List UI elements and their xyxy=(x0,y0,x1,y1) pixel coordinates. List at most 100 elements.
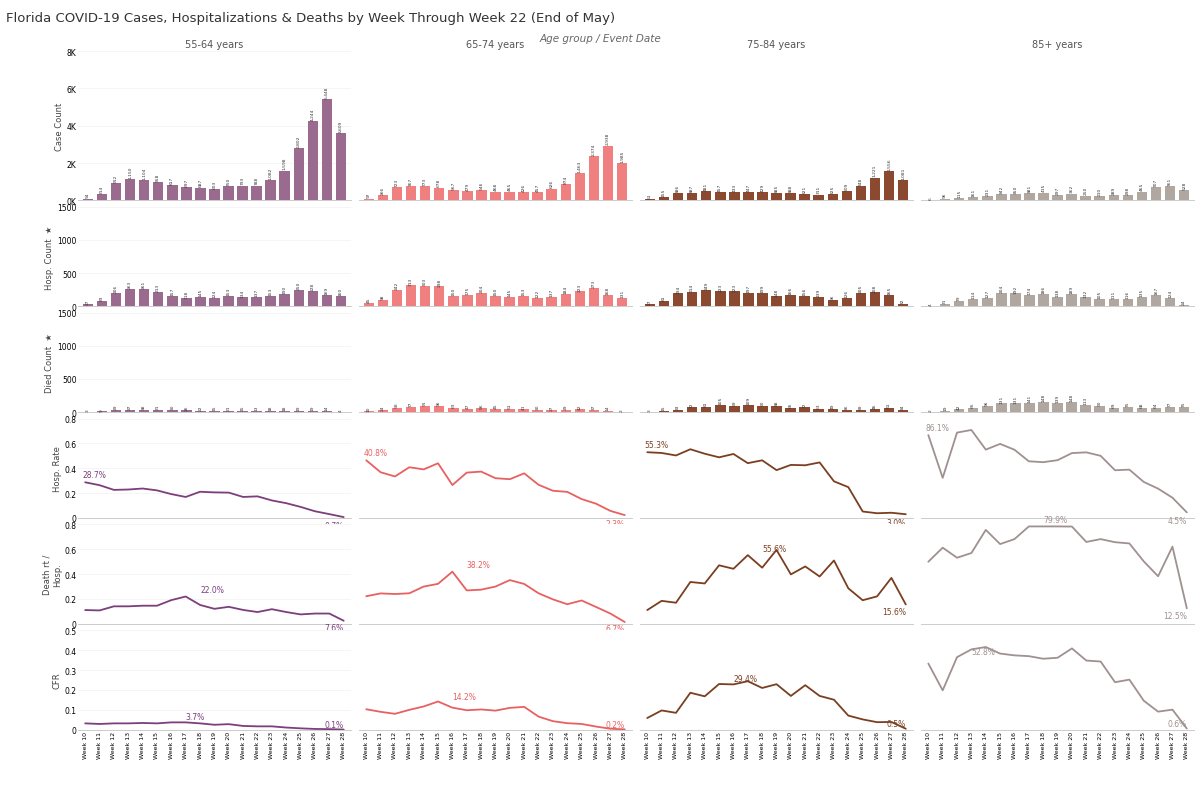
Bar xyxy=(1094,197,1105,201)
Text: 3,609: 3,609 xyxy=(340,120,343,132)
Text: 72: 72 xyxy=(690,402,694,407)
Text: 38: 38 xyxy=(142,403,146,409)
Text: 30: 30 xyxy=(170,404,174,410)
Bar xyxy=(686,194,697,201)
Bar xyxy=(518,297,529,307)
Text: 132: 132 xyxy=(1084,289,1087,298)
Text: 626: 626 xyxy=(550,180,553,188)
Text: 139: 139 xyxy=(817,289,821,297)
Bar xyxy=(673,411,683,412)
Text: 18: 18 xyxy=(269,405,272,411)
Bar xyxy=(546,411,557,412)
Bar xyxy=(1024,403,1034,412)
Title: 85+ years: 85+ years xyxy=(1032,40,1082,50)
Text: 3: 3 xyxy=(86,409,90,411)
Text: 509: 509 xyxy=(845,182,848,190)
Text: 13: 13 xyxy=(254,406,259,411)
Bar xyxy=(617,298,628,307)
Bar xyxy=(238,186,248,201)
Text: 15: 15 xyxy=(240,405,245,411)
Text: 29: 29 xyxy=(114,404,118,410)
Text: 465: 465 xyxy=(508,183,511,191)
Bar xyxy=(1109,299,1120,307)
Text: 96: 96 xyxy=(943,192,947,198)
Text: 387: 387 xyxy=(690,184,694,192)
Bar xyxy=(883,172,894,201)
Text: 2: 2 xyxy=(929,409,932,411)
Text: 2,938: 2,938 xyxy=(606,133,610,145)
Text: 64: 64 xyxy=(1154,402,1158,407)
Text: 124: 124 xyxy=(1168,290,1172,298)
Bar xyxy=(196,298,205,307)
Text: 175: 175 xyxy=(466,286,469,294)
Text: 114: 114 xyxy=(971,290,976,298)
Bar xyxy=(476,294,487,307)
Text: 223: 223 xyxy=(732,283,737,291)
Bar xyxy=(518,193,529,201)
Bar xyxy=(841,192,852,201)
Bar xyxy=(546,298,557,307)
Bar xyxy=(307,411,318,412)
Bar xyxy=(772,407,781,412)
Y-axis label: CFR: CFR xyxy=(53,672,61,688)
Bar xyxy=(110,294,121,307)
Text: 150: 150 xyxy=(493,288,498,296)
Text: 127: 127 xyxy=(985,290,989,298)
Text: 126: 126 xyxy=(845,290,848,298)
Text: 148: 148 xyxy=(1042,394,1045,402)
Bar xyxy=(322,411,332,412)
Bar xyxy=(1024,295,1034,307)
Bar xyxy=(1178,407,1189,412)
Text: 210: 210 xyxy=(1098,188,1102,196)
Bar xyxy=(814,195,824,201)
Bar xyxy=(181,299,192,307)
Bar xyxy=(491,410,500,412)
Y-axis label: Hosp. Count  ★: Hosp. Count ★ xyxy=(46,225,54,290)
Text: 457: 457 xyxy=(535,183,540,192)
Text: 167: 167 xyxy=(1154,287,1158,295)
Bar xyxy=(491,192,500,201)
Text: 160: 160 xyxy=(340,287,343,295)
Text: 250: 250 xyxy=(1084,187,1087,195)
Bar xyxy=(406,407,416,412)
Text: 761: 761 xyxy=(1168,177,1172,186)
Text: 325: 325 xyxy=(830,185,835,194)
Text: 63: 63 xyxy=(451,402,455,407)
Text: 137: 137 xyxy=(550,289,553,297)
Text: 166: 166 xyxy=(788,287,792,295)
Text: 1,150: 1,150 xyxy=(128,166,132,179)
Text: 184: 184 xyxy=(564,286,568,294)
Bar xyxy=(996,195,1007,201)
Bar xyxy=(139,180,149,201)
Text: 321: 321 xyxy=(803,186,806,194)
Bar xyxy=(602,411,613,412)
Bar xyxy=(898,305,908,307)
Bar xyxy=(856,187,866,201)
Bar xyxy=(251,298,262,307)
Text: 138: 138 xyxy=(1056,289,1060,297)
Text: 2: 2 xyxy=(620,409,624,411)
Text: 145: 145 xyxy=(508,288,511,297)
Text: 189: 189 xyxy=(1069,286,1074,294)
Text: 2,802: 2,802 xyxy=(296,136,301,148)
Bar xyxy=(589,410,599,412)
Bar xyxy=(560,294,571,307)
Bar xyxy=(167,186,178,201)
Text: 1,221: 1,221 xyxy=(872,164,877,177)
Text: 19: 19 xyxy=(311,405,314,411)
Text: 116: 116 xyxy=(1126,290,1130,298)
Bar xyxy=(1178,191,1189,201)
Bar xyxy=(870,293,881,307)
Bar xyxy=(209,190,220,201)
Text: 141: 141 xyxy=(1027,395,1032,403)
Text: 206: 206 xyxy=(114,284,118,293)
Text: 426: 426 xyxy=(522,184,526,192)
Bar xyxy=(701,407,712,412)
Bar xyxy=(491,297,500,307)
Text: 817: 817 xyxy=(170,176,174,184)
Bar xyxy=(982,407,992,412)
Text: 24: 24 xyxy=(380,405,385,410)
Bar xyxy=(391,409,402,412)
Text: 707: 707 xyxy=(1154,179,1158,187)
Text: 75: 75 xyxy=(1126,401,1130,407)
